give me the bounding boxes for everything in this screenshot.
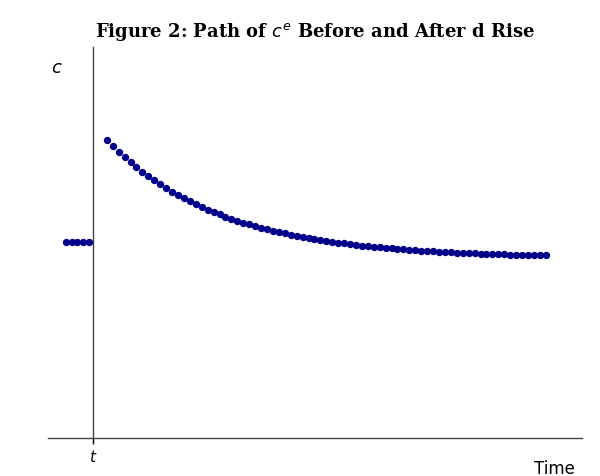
Point — [529, 252, 539, 259]
Point — [446, 249, 455, 257]
Point — [541, 252, 551, 260]
Point — [143, 173, 153, 180]
Point — [256, 225, 266, 232]
Point — [268, 228, 278, 235]
Point — [440, 248, 450, 256]
Point — [434, 248, 444, 256]
Point — [78, 239, 88, 247]
Point — [250, 223, 260, 230]
Point — [476, 250, 485, 258]
Point — [334, 239, 343, 247]
Point — [488, 251, 497, 258]
Point — [173, 192, 183, 199]
Point — [505, 251, 515, 259]
Point — [209, 209, 218, 217]
Text: Time: Time — [534, 459, 575, 476]
Point — [316, 237, 325, 244]
Point — [292, 233, 301, 240]
Point — [304, 235, 313, 242]
Point — [244, 221, 254, 229]
Point — [523, 252, 533, 259]
Point — [298, 234, 307, 241]
Point — [458, 249, 467, 257]
Point — [191, 201, 200, 208]
Point — [322, 238, 331, 245]
Point — [221, 213, 230, 221]
Point — [387, 245, 397, 253]
Point — [392, 246, 402, 253]
Point — [381, 245, 391, 252]
Point — [179, 195, 189, 203]
Point — [286, 231, 296, 239]
Point — [167, 188, 177, 196]
Point — [328, 238, 337, 246]
Point — [410, 247, 420, 255]
Point — [280, 230, 290, 238]
Point — [351, 241, 361, 249]
Point — [416, 247, 426, 255]
Point — [137, 169, 147, 176]
Point — [535, 252, 545, 259]
Point — [452, 249, 461, 257]
Point — [238, 219, 248, 227]
Point — [185, 198, 194, 206]
Point — [428, 248, 438, 256]
Title: Figure 2: Path of $c^e$ Before and After d Rise: Figure 2: Path of $c^e$ Before and After… — [95, 20, 535, 42]
Point — [73, 239, 82, 247]
Point — [126, 159, 136, 167]
Point — [517, 252, 527, 259]
Point — [363, 243, 373, 250]
Text: $c$: $c$ — [51, 60, 63, 77]
Point — [310, 236, 319, 243]
Point — [511, 251, 521, 259]
Point — [482, 250, 491, 258]
Point — [494, 251, 503, 258]
Point — [398, 246, 408, 254]
Point — [233, 218, 242, 225]
Point — [102, 137, 112, 145]
Point — [161, 185, 171, 192]
Point — [262, 226, 272, 234]
Point — [120, 154, 130, 162]
Point — [114, 149, 124, 156]
Point — [404, 247, 414, 254]
Point — [131, 164, 141, 172]
Point — [369, 243, 379, 251]
Point — [470, 250, 479, 258]
Point — [149, 177, 159, 185]
Point — [357, 242, 367, 250]
Point — [61, 239, 71, 247]
Point — [340, 240, 349, 248]
Point — [274, 229, 284, 237]
Point — [197, 204, 206, 211]
Point — [422, 248, 432, 255]
Point — [499, 251, 509, 258]
Point — [67, 239, 77, 247]
Point — [84, 239, 94, 247]
Point — [464, 250, 473, 258]
Point — [155, 181, 165, 189]
Point — [345, 241, 355, 248]
Point — [227, 216, 236, 223]
Point — [215, 211, 224, 218]
Point — [203, 206, 212, 214]
Point — [375, 244, 385, 252]
Point — [108, 143, 118, 150]
